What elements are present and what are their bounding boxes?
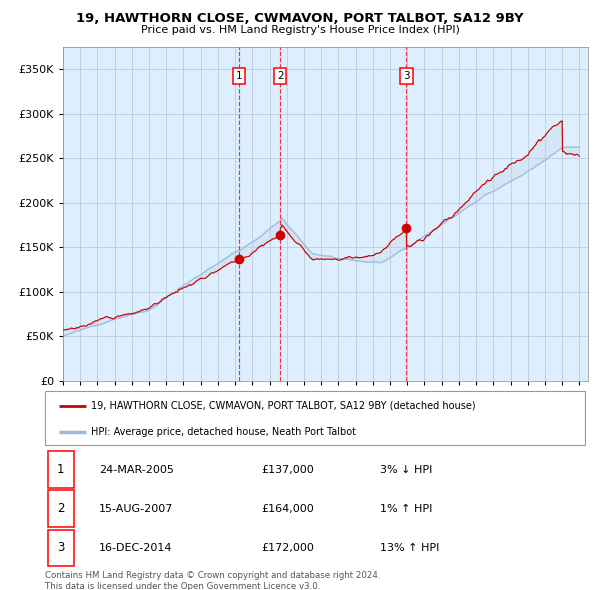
Text: Contains HM Land Registry data © Crown copyright and database right 2024.
This d: Contains HM Land Registry data © Crown c… [45, 571, 380, 590]
Text: 3: 3 [57, 542, 64, 555]
FancyBboxPatch shape [48, 530, 74, 566]
Text: 19, HAWTHORN CLOSE, CWMAVON, PORT TALBOT, SA12 9BY: 19, HAWTHORN CLOSE, CWMAVON, PORT TALBOT… [76, 12, 524, 25]
FancyBboxPatch shape [48, 490, 74, 527]
Text: 2: 2 [57, 502, 64, 516]
Text: 3% ↓ HPI: 3% ↓ HPI [380, 465, 432, 475]
Text: £172,000: £172,000 [261, 543, 314, 553]
Text: 19, HAWTHORN CLOSE, CWMAVON, PORT TALBOT, SA12 9BY (detached house): 19, HAWTHORN CLOSE, CWMAVON, PORT TALBOT… [91, 401, 476, 411]
Text: HPI: Average price, detached house, Neath Port Talbot: HPI: Average price, detached house, Neat… [91, 427, 356, 437]
FancyBboxPatch shape [48, 451, 74, 488]
FancyBboxPatch shape [45, 391, 585, 445]
Text: £137,000: £137,000 [261, 465, 314, 475]
Text: £164,000: £164,000 [261, 504, 314, 514]
Text: 2: 2 [277, 71, 284, 81]
Text: 13% ↑ HPI: 13% ↑ HPI [380, 543, 439, 553]
Text: 16-DEC-2014: 16-DEC-2014 [99, 543, 173, 553]
Text: 3: 3 [403, 71, 410, 81]
Text: 15-AUG-2007: 15-AUG-2007 [99, 504, 173, 514]
Text: Price paid vs. HM Land Registry's House Price Index (HPI): Price paid vs. HM Land Registry's House … [140, 25, 460, 35]
Text: 24-MAR-2005: 24-MAR-2005 [99, 465, 174, 475]
Text: 1% ↑ HPI: 1% ↑ HPI [380, 504, 432, 514]
Text: 1: 1 [236, 71, 242, 81]
Text: 1: 1 [57, 463, 64, 476]
